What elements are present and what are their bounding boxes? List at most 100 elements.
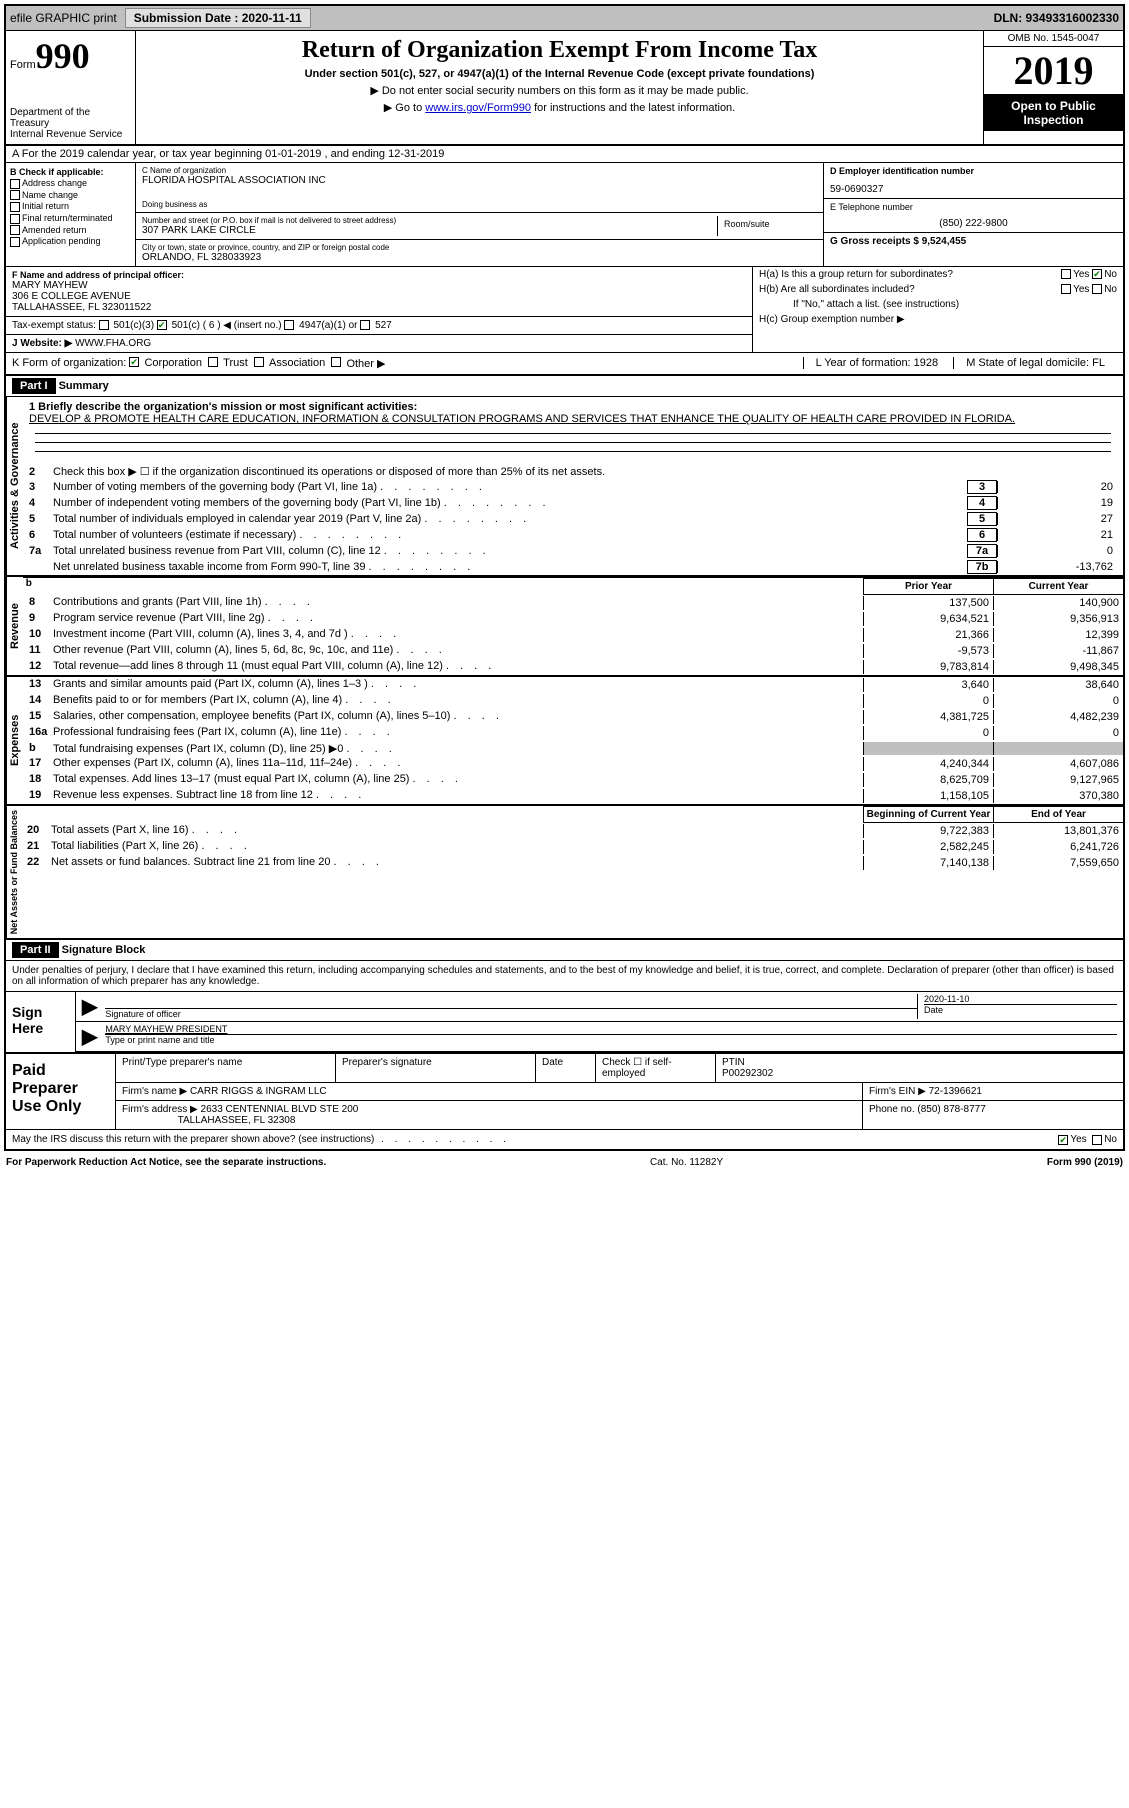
submission-date-button[interactable]: Submission Date : 2020-11-11 (125, 8, 311, 28)
col-h-group: H(a) Is this a group return for subordin… (753, 267, 1123, 352)
irs-link[interactable]: www.irs.gov/Form990 (425, 102, 531, 114)
financial-line: 11 Other revenue (Part VIII, column (A),… (23, 643, 1123, 659)
financial-line: 10 Investment income (Part VIII, column … (23, 627, 1123, 643)
room-suite-label: Room/suite (717, 216, 817, 236)
addr-street: 307 PARK LAKE CIRCLE (142, 225, 256, 236)
chk-final-return[interactable]: Final return/terminated (10, 213, 131, 224)
topbar: efile GRAPHIC print Submission Date : 20… (6, 6, 1123, 31)
financial-line: 15 Salaries, other compensation, employe… (23, 709, 1123, 725)
chk-pending[interactable]: Application pending (10, 236, 131, 247)
chk-501c3[interactable] (99, 320, 109, 330)
activity-line: Net unrelated business taxable income fr… (23, 559, 1123, 575)
ha-no[interactable] (1092, 269, 1102, 279)
chk-4947[interactable] (284, 320, 294, 330)
financial-line: 17 Other expenses (Part IX, column (A), … (23, 756, 1123, 772)
part1-header-row: Part I Summary (6, 376, 1123, 397)
mission-text: DEVELOP & PROMOTE HEALTH CARE EDUCATION,… (29, 413, 1015, 425)
discuss-label: May the IRS discuss this return with the… (12, 1134, 374, 1145)
chk-name-change[interactable]: Name change (10, 190, 131, 201)
expenses-section: Expenses 13 Grants and similar amounts p… (6, 677, 1123, 806)
check-self-employed[interactable]: Check ☐ if self-employed (596, 1054, 716, 1082)
paperwork-notice: For Paperwork Reduction Act Notice, see … (6, 1157, 326, 1168)
financial-line: 20 Total assets (Part X, line 16) . . . … (21, 823, 1123, 839)
prep-date-label: Date (536, 1054, 596, 1082)
form-header: Form990 Department of the Treasury Inter… (6, 31, 1123, 146)
part2-header-row: Part II Signature Block (6, 940, 1123, 961)
financial-line: 12 Total revenue—add lines 8 through 11 … (23, 659, 1123, 675)
irs-label: Internal Revenue Service (10, 129, 131, 140)
header-left: Form990 Department of the Treasury Inter… (6, 31, 136, 144)
col-c-org-info: C Name of organization FLORIDA HOSPITAL … (136, 163, 823, 266)
netassets-section: Net Assets or Fund Balances Beginning of… (6, 806, 1123, 940)
financial-line: 22 Net assets or fund balances. Subtract… (21, 855, 1123, 871)
part1-title: Summary (59, 380, 109, 392)
chk-trust[interactable] (208, 357, 218, 367)
vert-revenue: Revenue (6, 577, 23, 675)
sign-here-label: Sign Here (6, 992, 76, 1052)
ein-value: 59-0690327 (830, 184, 1117, 195)
discuss-no[interactable] (1092, 1135, 1102, 1145)
end-year-header: End of Year (993, 806, 1123, 823)
col-b-checkboxes: B Check if applicable: Address change Na… (6, 163, 136, 266)
sig-date: 2020-11-10 (924, 994, 969, 1004)
firm-addr-label: Firm's address ▶ (122, 1104, 198, 1115)
city-value: ORLANDO, FL 328033923 (142, 252, 261, 263)
financial-line: 13 Grants and similar amounts paid (Part… (23, 677, 1123, 693)
financial-line: b Total fundraising expenses (Part IX, c… (23, 741, 1123, 756)
ha-label: H(a) Is this a group return for subordin… (759, 269, 953, 280)
chk-amended[interactable]: Amended return (10, 225, 131, 236)
dba-label: Doing business as (142, 200, 817, 209)
prep-sig-label: Preparer's signature (336, 1054, 536, 1082)
section-identity: B Check if applicable: Address change Na… (6, 163, 1123, 267)
activity-line: 7a Total unrelated business revenue from… (23, 543, 1123, 559)
sig-arrow-icon: ▶ (82, 994, 97, 1019)
part1-badge: Part I (12, 378, 56, 394)
chk-address-change[interactable]: Address change (10, 178, 131, 189)
ha-yes[interactable] (1061, 269, 1071, 279)
line1-label: 1 Briefly describe the organization's mi… (29, 401, 417, 413)
declaration-text: Under penalties of perjury, I declare th… (6, 961, 1123, 991)
header-right: OMB No. 1545-0047 2019 Open to Public In… (983, 31, 1123, 144)
hb-yes[interactable] (1061, 284, 1071, 294)
header-mid: Return of Organization Exempt From Incom… (136, 31, 983, 144)
firm-phone-label: Phone no. (869, 1104, 915, 1115)
part2-title: Signature Block (62, 944, 146, 956)
k-label: K Form of organization: (12, 357, 126, 370)
m-state: M State of legal domicile: FL (953, 357, 1117, 369)
form-label: Form (10, 59, 36, 71)
col-d-ein-phone: D Employer identification number 59-0690… (823, 163, 1123, 266)
l-year: L Year of formation: 1928 (803, 357, 951, 369)
ptin-label: PTIN (722, 1057, 745, 1068)
activity-line: 6 Total number of volunteers (estimate i… (23, 527, 1123, 543)
part2-badge: Part II (12, 942, 59, 958)
note-link: ▶ Go to www.irs.gov/Form990 for instruct… (142, 101, 977, 114)
activity-line: 4 Number of independent voting members o… (23, 495, 1123, 511)
hb-note: If "No," attach a list. (see instruction… (753, 297, 1123, 312)
officer-typed-name: MARY MAYHEW PRESIDENT (105, 1024, 227, 1034)
website-value: WWW.FHA.ORG (75, 338, 151, 349)
firm-addr2: TALLAHASSEE, FL 32308 (178, 1115, 296, 1126)
dept-label: Department of the Treasury (10, 107, 131, 129)
dln-label: DLN: 93493316002330 (994, 11, 1119, 25)
firm-ein-label: Firm's EIN ▶ (869, 1086, 926, 1097)
row-a-tax-year: A For the 2019 calendar year, or tax yea… (6, 146, 1123, 163)
chk-other[interactable] (331, 357, 341, 367)
discuss-yes[interactable] (1058, 1135, 1068, 1145)
sig-arrow-icon-2: ▶ (82, 1024, 97, 1049)
col-b-header: B Check if applicable: (10, 167, 131, 177)
chk-assoc[interactable] (254, 357, 264, 367)
form-footer-label: Form 990 (2019) (1047, 1157, 1123, 1168)
row-officer-group: F Name and address of principal officer:… (6, 267, 1123, 353)
form-subtitle: Under section 501(c), 527, or 4947(a)(1)… (142, 68, 977, 80)
hb-label: H(b) Are all subordinates included? (759, 284, 915, 295)
chk-corp[interactable] (129, 357, 139, 367)
note-ssn: ▶ Do not enter social security numbers o… (142, 84, 977, 97)
financial-line: 21 Total liabilities (Part X, line 26) .… (21, 839, 1123, 855)
sig-officer-label: Signature of officer (105, 1009, 180, 1019)
tax-status-label: Tax-exempt status: (12, 320, 96, 331)
chk-initial-return[interactable]: Initial return (10, 201, 131, 212)
hb-no[interactable] (1092, 284, 1102, 294)
chk-501c[interactable] (157, 320, 167, 330)
chk-527[interactable] (360, 320, 370, 330)
website-label: J Website: ▶ (12, 338, 72, 349)
